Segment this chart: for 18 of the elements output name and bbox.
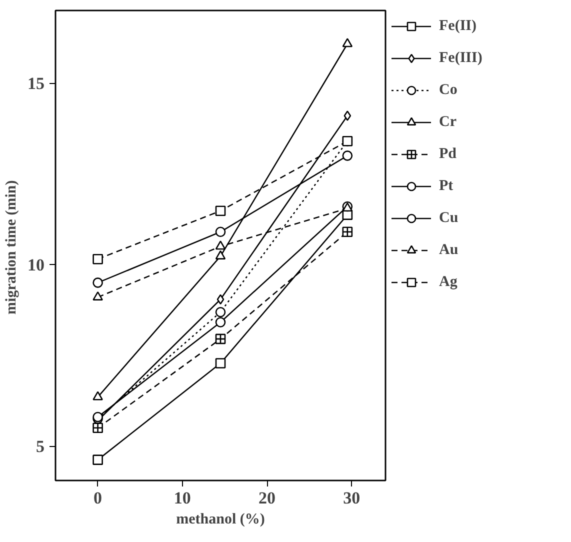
legend-label: Pd — [439, 146, 458, 162]
x-tick-label: 0 — [94, 488, 102, 508]
legend-label: Fe(III) — [439, 50, 484, 66]
x-tick-label: 20 — [258, 488, 276, 508]
x-tick-label: 10 — [174, 488, 191, 508]
y-tick-label: 15 — [28, 74, 44, 94]
y-axis-title: migration time (min) — [4, 180, 20, 314]
legend-label: Co — [439, 82, 458, 98]
x-tick-label: 30 — [343, 488, 360, 508]
legend-label: Au — [439, 242, 460, 258]
legend-label: Pt — [439, 178, 454, 194]
y-tick-label: 5 — [36, 437, 44, 456]
legend-label: Fe(II) — [439, 18, 478, 34]
legend-label: Ag — [439, 274, 458, 290]
legend-label: Cu — [439, 210, 460, 226]
legend-label: Cr — [439, 114, 458, 130]
x-axis-title: methanol (%) — [176, 512, 265, 528]
y-tick-label: 10 — [28, 256, 44, 275]
